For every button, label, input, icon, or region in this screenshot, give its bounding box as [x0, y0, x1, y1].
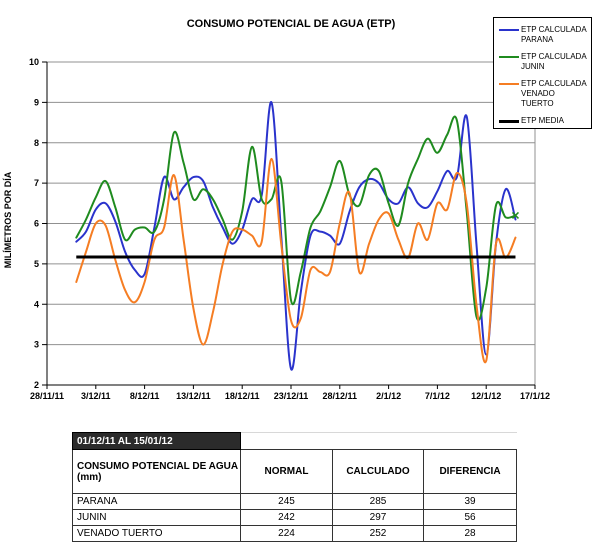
row-calculado: 297: [332, 509, 424, 526]
table-row-junin: JUNIN 242 297 56: [72, 509, 517, 526]
y-axis-title: MILÍMETROS POR DÍA: [3, 171, 13, 269]
header-normal: NORMAL: [240, 449, 333, 494]
row-normal: 245: [240, 493, 333, 510]
legend-item-parana: ETP CALCULADA PARANA: [499, 25, 589, 45]
chart-legend: ETP CALCULADA PARANA ETP CALCULADA JUNIN E…: [493, 17, 592, 129]
x-tick-label: 7/1/12: [425, 391, 450, 401]
series-lines: [75, 101, 520, 371]
row-calculado: 252: [332, 525, 424, 542]
header-diferencia: DIFERENCIA: [423, 449, 517, 494]
x-tick-label: 3/12/11: [81, 391, 111, 401]
table-row-venado-tuerto: VENADO TUERTO 224 252 28: [72, 525, 517, 542]
row-location: JUNIN: [72, 509, 241, 526]
row-diferencia: 28: [423, 525, 517, 542]
header-calculado: CALCULADO: [332, 449, 424, 494]
junin-line-swatch-icon: [499, 56, 519, 58]
series-line-etp-calculada-parana: [75, 101, 517, 371]
row-location: VENADO TUERTO: [72, 525, 241, 542]
legend-label-parana: ETP CALCULADA PARANA: [521, 25, 587, 44]
x-tick-label: 8/12/11: [130, 391, 160, 401]
row-normal: 224: [240, 525, 333, 542]
venado-tuerto-line-swatch-icon: [499, 83, 519, 85]
parana-line-swatch-icon: [499, 29, 519, 31]
x-tick-label: 18/12/11: [225, 391, 260, 401]
legend-item-etp-media: ETP MEDIA: [499, 116, 589, 126]
end-x-marker-icon: [511, 211, 520, 219]
x-tick-label: 2/1/12: [376, 391, 401, 401]
y-tick-label: 4: [34, 299, 39, 309]
header-consumo: CONSUMO POTENCIAL DE AGUA (mm): [72, 449, 241, 494]
row-diferencia: 39: [423, 493, 517, 510]
x-tick-label: 23/12/11: [274, 391, 309, 401]
consumption-table: 01/12/11 AL 15/01/12 CONSUMO POTENCIAL D…: [72, 432, 517, 542]
y-tick-label: 8: [34, 138, 39, 148]
row-location: PARANA: [72, 493, 241, 510]
etp-line-chart: 10 9 8 7 6 5 4 3 228/11/11 3/12/11 8/12/11 13/12/11…: [29, 57, 550, 401]
y-tick-label: 6: [34, 219, 39, 229]
table-period-row: 01/12/11 AL 15/01/12: [72, 432, 517, 450]
etp-media-line-swatch-icon: [499, 120, 519, 123]
row-diferencia: 56: [423, 509, 517, 526]
table-row-parana: PARANA 245 285 39: [72, 493, 517, 510]
row-normal: 242: [240, 509, 333, 526]
y-tick-label: 7: [34, 178, 39, 188]
y-tick-label: 2: [34, 380, 39, 390]
legend-label-venado-tuerto: ETP CALCULADA VENADO TUERTO: [521, 79, 587, 108]
y-tick-label: 10: [29, 57, 39, 67]
period-label-cell: 01/12/11 AL 15/01/12: [72, 432, 241, 450]
y-tick-label: 3: [34, 340, 39, 350]
series-line-etp-calculada-venado-tuerto: [75, 157, 517, 364]
legend-item-junin: ETP CALCULADA JUNIN: [499, 52, 589, 72]
axes: [42, 61, 536, 389]
legend-label-etp-media: ETP MEDIA: [521, 116, 564, 125]
chart-title: CONSUMO POTENCIAL DE AGUA (ETP): [186, 18, 396, 30]
axis-tick-labels: 10 9 8 7 6 5 4 3 228/11/11 3/12/11 8/12/11 13/12/11…: [29, 57, 550, 401]
series-line-etp-calculada-junin: [75, 115, 517, 321]
x-tick-label: 28/11/11: [30, 391, 64, 401]
x-tick-label: 17/1/12: [520, 391, 550, 401]
legend-label-junin: ETP CALCULADA JUNIN: [521, 52, 587, 71]
row-calculado: 285: [332, 493, 424, 510]
legend-item-venado-tuerto: ETP CALCULADA VENADO TUERTO: [499, 79, 589, 109]
x-tick-label: 13/12/11: [176, 391, 211, 401]
y-tick-label: 5: [34, 259, 39, 269]
table-header-row: CONSUMO POTENCIAL DE AGUA (mm) NORMAL CA…: [72, 449, 517, 494]
x-tick-label: 28/12/11: [323, 391, 358, 401]
x-tick-label: 12/1/12: [471, 391, 501, 401]
gridlines: [47, 61, 536, 385]
y-tick-label: 9: [34, 97, 39, 107]
